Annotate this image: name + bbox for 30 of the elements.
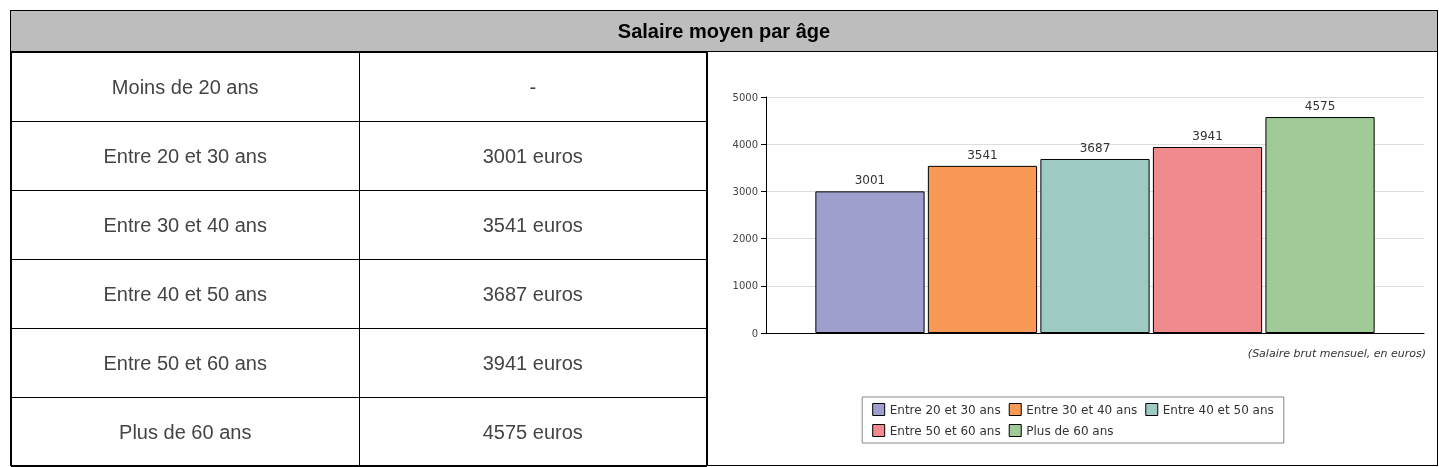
text: Plus de 60 ans bbox=[11, 397, 359, 467]
text: Moins de 20 ans bbox=[11, 52, 359, 122]
data-label: 3001 bbox=[854, 173, 886, 188]
text: 3541 euros bbox=[359, 190, 707, 260]
text: 4575 euros bbox=[359, 397, 707, 467]
text: 3941 euros bbox=[359, 328, 707, 398]
text: Entre 20 et 30 ans bbox=[11, 121, 359, 191]
text: - bbox=[359, 52, 707, 122]
text: Entre 40 et 50 ans bbox=[11, 259, 359, 329]
y-tick-label: 5000 bbox=[732, 91, 758, 103]
y-tick-label: 1000 bbox=[732, 280, 758, 292]
data-label: 3941 bbox=[1192, 128, 1223, 143]
legend-label: Entre 30 et 40 ans bbox=[1026, 402, 1138, 417]
y-tick-label: 3000 bbox=[732, 185, 758, 197]
data-label: 3687 bbox=[1079, 140, 1111, 155]
legend-label: Entre 40 et 50 ans bbox=[1162, 402, 1274, 417]
y-tick-label: 4000 bbox=[732, 138, 758, 150]
legend-label: Entre 50 et 60 ans bbox=[889, 423, 1001, 438]
text: 3001 euros bbox=[359, 121, 707, 191]
text: (Salaire brut mensuel, en euros) bbox=[1247, 347, 1427, 360]
text: Entre 30 et 40 ans bbox=[11, 190, 359, 260]
data-label: 4575 bbox=[1304, 99, 1336, 114]
legend-label: Plus de 60 ans bbox=[1026, 423, 1114, 438]
y-tick-label: 2000 bbox=[732, 233, 758, 245]
text: Entre 50 et 60 ans bbox=[11, 328, 359, 398]
data-label: 3541 bbox=[967, 147, 998, 162]
y-tick-label: 0 bbox=[751, 327, 758, 339]
legend-label: Entre 20 et 30 ans bbox=[889, 402, 1001, 417]
text: 3687 euros bbox=[359, 259, 707, 329]
text: Salaire moyen par âge bbox=[11, 11, 1437, 52]
